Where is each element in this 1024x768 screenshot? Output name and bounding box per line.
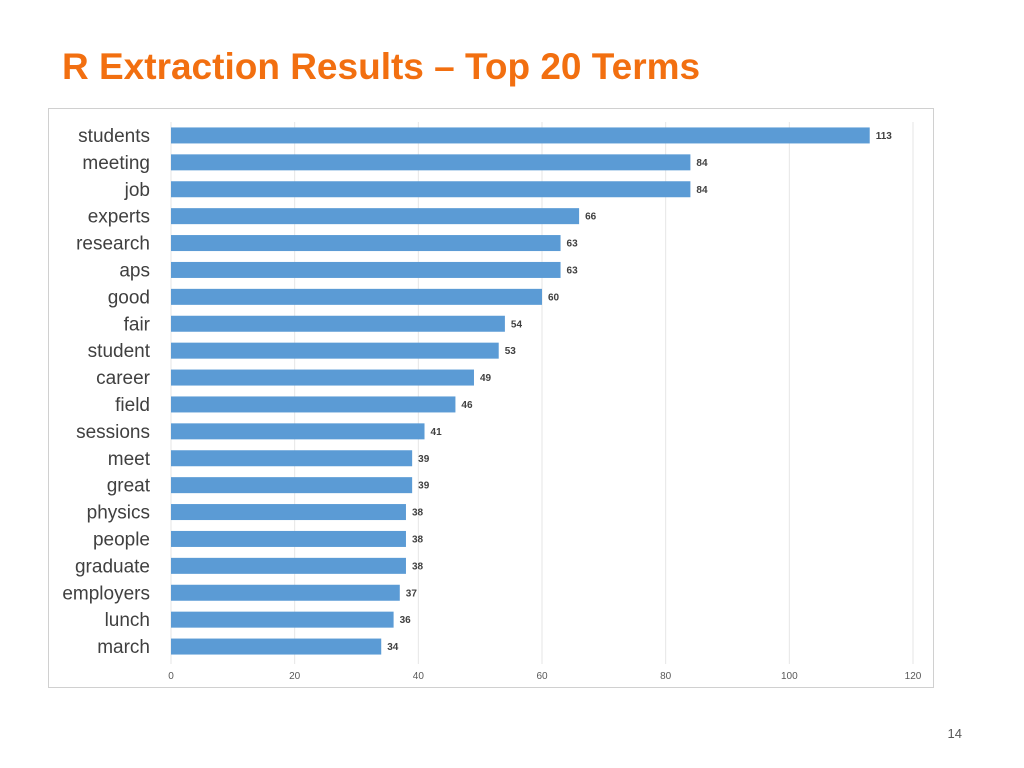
x-tick-label: 80: [660, 671, 672, 682]
category-label: march: [97, 637, 150, 658]
value-label: 36: [400, 615, 412, 626]
bar: [171, 477, 413, 494]
value-label: 41: [431, 427, 443, 438]
chart-frame: 0 20 40 60 80 100 120 students 113 meeting 84 job 84…: [48, 108, 934, 688]
value-label: 46: [461, 400, 473, 411]
x-tick-label: 60: [536, 671, 548, 682]
x-tick-label: 100: [781, 671, 798, 682]
category-label: experts: [88, 207, 150, 228]
category-label: sessions: [76, 422, 150, 443]
x-tick-label: 20: [289, 671, 301, 682]
bar: [171, 261, 561, 278]
category-label: career: [96, 368, 151, 389]
x-tick-label: 0: [168, 671, 174, 682]
bar: [171, 127, 870, 144]
x-tick-label: 120: [905, 671, 922, 682]
category-label: field: [115, 395, 150, 416]
slide-title: R Extraction Results – Top 20 Terms: [62, 46, 701, 87]
value-label: 39: [418, 481, 430, 492]
bar: [171, 208, 580, 225]
bar: [171, 638, 382, 655]
value-label: 113: [876, 131, 893, 142]
value-label: 49: [480, 373, 492, 384]
value-label: 63: [567, 265, 579, 276]
value-label: 53: [505, 346, 517, 357]
category-label: employers: [62, 583, 150, 604]
category-label: people: [93, 529, 150, 550]
value-label: 34: [387, 642, 399, 653]
category-label: aps: [119, 260, 150, 281]
value-label: 66: [585, 212, 597, 223]
value-label: 37: [406, 588, 418, 599]
bar: [171, 423, 425, 440]
bar: [171, 504, 406, 521]
value-label: 84: [696, 158, 708, 169]
page-number: 14: [947, 726, 962, 741]
value-label: 63: [567, 239, 579, 250]
category-label: good: [108, 287, 150, 308]
value-label: 38: [412, 508, 424, 519]
category-label: lunch: [105, 610, 150, 631]
x-tick-label: 40: [413, 671, 425, 682]
bar: [171, 557, 406, 574]
bar: [171, 288, 542, 305]
value-label: 38: [412, 534, 424, 545]
bar: [171, 530, 406, 547]
category-label: meet: [108, 449, 151, 470]
bar: [171, 611, 394, 628]
bar: [171, 315, 505, 332]
value-label: 38: [412, 561, 424, 572]
value-label: 39: [418, 454, 430, 465]
category-label: physics: [87, 503, 150, 524]
category-label: students: [78, 126, 150, 147]
value-label: 54: [511, 319, 523, 330]
category-label: job: [124, 180, 150, 201]
bar: [171, 342, 499, 359]
value-label: 84: [696, 185, 708, 196]
category-label: great: [107, 476, 151, 497]
category-label: research: [76, 234, 150, 255]
bar: [171, 369, 474, 386]
category-label: meeting: [82, 153, 150, 174]
bar: [171, 396, 456, 413]
bar: [171, 181, 691, 198]
bar: [171, 584, 400, 601]
bar-chart: 0 20 40 60 80 100 120 students 113 meeting 84 job 84…: [62, 122, 922, 682]
category-label: student: [88, 341, 151, 362]
category-label: graduate: [75, 556, 150, 577]
bar: [171, 450, 413, 467]
bar: [171, 154, 691, 171]
category-label: fair: [124, 314, 151, 335]
value-label: 60: [548, 292, 560, 303]
bar: [171, 235, 561, 252]
